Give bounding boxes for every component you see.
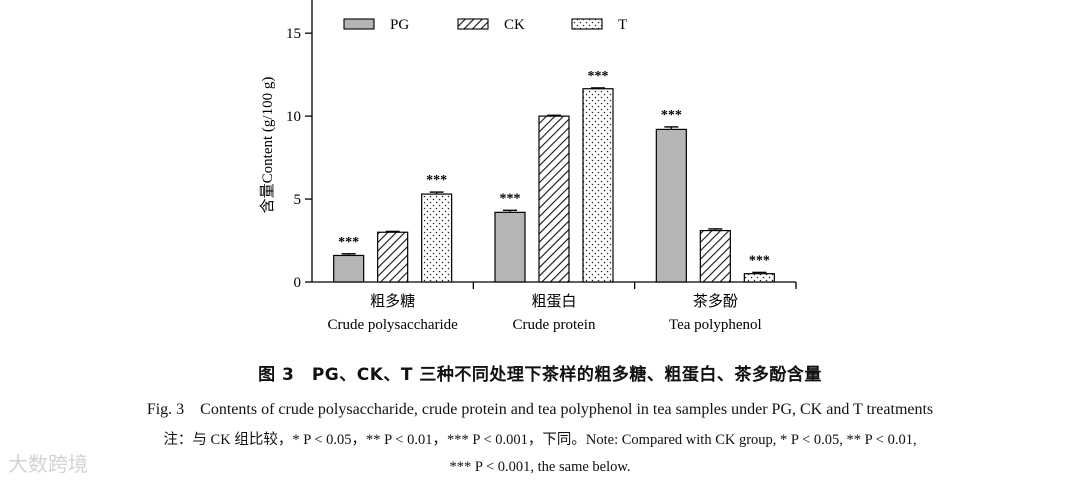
y-tick-label: 15 <box>286 26 301 42</box>
y-axis-label: 含量Content (g/100 g) <box>259 77 276 214</box>
bars: *** *** *** *** *** *** <box>333 69 775 283</box>
error-bar <box>503 209 517 213</box>
legend-item-T: T <box>571 17 627 33</box>
category-labels: 粗多糖 Crude polysaccharide 粗蛋白 Crude protein 茶… <box>327 292 761 333</box>
bar-CK-3 <box>699 229 731 283</box>
legend-label: CK <box>504 17 525 33</box>
legend-item-PG: PG <box>343 17 409 33</box>
legend-label: PG <box>390 17 409 33</box>
significance-label: *** <box>500 191 521 206</box>
legend-item-CK: CK <box>457 17 525 33</box>
error-bar <box>708 228 723 231</box>
figure-note-line2: *** P < 0.001, the same below. <box>449 459 631 475</box>
bar-PG-1 <box>333 254 365 283</box>
bar-PG-3 <box>655 128 687 283</box>
significance-label: *** <box>749 253 770 268</box>
error-bar <box>664 126 679 130</box>
bar-CK-1 <box>377 231 409 283</box>
significance-label: *** <box>588 69 609 84</box>
y-tick-label: 5 <box>294 192 302 208</box>
watermark-logo: 大数跨境 <box>8 452 88 476</box>
category-label-cn: 茶多酚 <box>693 292 738 310</box>
significance-label: *** <box>426 173 447 188</box>
x-axis <box>312 281 797 289</box>
bar-CK-2 <box>538 115 570 283</box>
legend: PG CK T <box>343 17 627 33</box>
figure-caption-en: Fig. 3 Contents of crude polysaccharide,… <box>146 401 934 418</box>
category-label-cn: 粗蛋白 <box>531 292 576 310</box>
error-bar <box>752 271 767 274</box>
error-bar <box>385 230 400 233</box>
legend-swatch <box>343 18 375 30</box>
error-bar <box>429 191 444 195</box>
legend-label: T <box>618 17 627 33</box>
bar-T-3 <box>743 273 775 283</box>
error-bar <box>547 114 561 117</box>
category-label-en: Crude protein <box>513 317 596 333</box>
figure-caption-cn: 图 3 PG、CK、T 三种不同处理下茶样的粗多糖、粗蛋白、茶多酚含量 <box>258 365 822 385</box>
error-bar <box>341 253 356 256</box>
bar-PG-2 <box>494 211 526 283</box>
figure-note-line1: 注：与 CK 组比较，* P < 0.05，** P < 0.01，*** P … <box>163 432 917 448</box>
error-bar <box>591 87 605 89</box>
bar-T-1 <box>421 193 453 283</box>
y-tick-label: 10 <box>286 109 301 125</box>
significance-label: *** <box>338 235 359 250</box>
category-label-cn: 粗多糖 <box>370 292 415 310</box>
bar-T-2 <box>582 88 614 283</box>
y-axis: 0 5 10 15 <box>286 0 313 291</box>
legend-swatch <box>571 18 603 30</box>
category-label-en: Tea polyphenol <box>669 317 762 333</box>
significance-label: *** <box>661 108 682 123</box>
y-tick-label: 0 <box>294 275 302 291</box>
legend-swatch <box>457 18 489 30</box>
category-label-en: Crude polysaccharide <box>327 317 458 333</box>
